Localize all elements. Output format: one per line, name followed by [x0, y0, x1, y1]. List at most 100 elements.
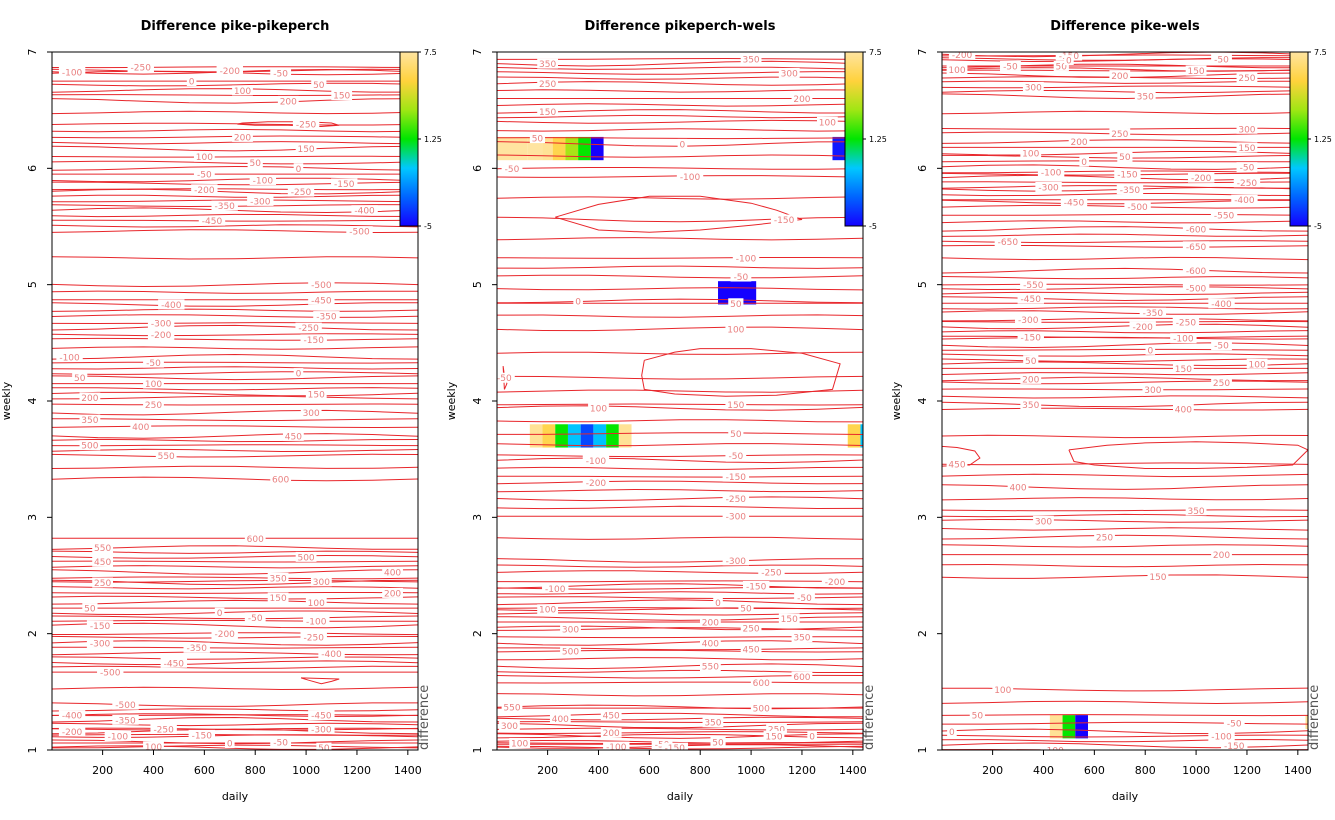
contour-line	[52, 181, 418, 186]
contour-label: -50	[146, 359, 161, 369]
y-tick-label: 5	[916, 281, 929, 288]
contour-label-bg	[300, 407, 322, 418]
contour-line	[52, 686, 418, 691]
x-tick-label: 1000	[1182, 764, 1210, 777]
contour-label: 300	[1035, 517, 1052, 527]
closed-contour	[1068, 441, 1308, 469]
x-tick-label: 400	[1033, 764, 1054, 777]
contour-label-bg	[1236, 72, 1258, 83]
contour-label-bg	[816, 116, 838, 127]
contour-label: 0	[227, 740, 233, 750]
contour-line	[497, 375, 863, 380]
heatmap-cells	[1049, 715, 1308, 739]
contour-line	[497, 119, 863, 124]
contour-line	[942, 283, 1308, 286]
contour-label-bg	[300, 334, 327, 345]
contour-line	[942, 484, 1308, 490]
contour-line	[497, 607, 863, 612]
contour-line	[52, 346, 418, 350]
y-tick-label: 6	[916, 165, 929, 172]
contour-label-bg	[778, 67, 800, 78]
contour-label: -150	[1021, 334, 1042, 344]
contour-label-bg	[573, 295, 583, 306]
contour-label-bg	[247, 195, 274, 206]
contour-line	[497, 649, 863, 653]
contour-line	[52, 128, 418, 133]
contour-label: 550	[702, 663, 719, 673]
contour-label: -450	[311, 296, 332, 306]
contour-label: -600	[1186, 267, 1207, 277]
x-tick-label: 1000	[292, 764, 320, 777]
heatmap-cell	[542, 136, 553, 161]
contour-label-bg	[346, 226, 373, 237]
contour-line	[52, 353, 418, 360]
contour-label: -350	[214, 202, 235, 212]
contour-label: -300	[1038, 183, 1059, 193]
contour-line	[942, 291, 1308, 296]
contour-line	[942, 226, 1308, 232]
contour-label: -350	[115, 716, 136, 726]
contour-label-bg	[308, 294, 335, 305]
contour-line	[942, 574, 1308, 579]
contour-label-bg	[730, 271, 752, 282]
contour-line	[52, 403, 418, 406]
contour-label: 250	[768, 726, 785, 736]
contour-panel-1: Difference pike-pikeperch-100 -250 -200 -50…	[0, 19, 442, 803]
contour-label: 450	[285, 432, 302, 442]
contour-label: -550	[1023, 281, 1044, 291]
contour-label: -100	[306, 617, 327, 627]
contour-line	[942, 85, 1308, 89]
contour-line	[942, 330, 1308, 334]
y-tick-label: 2	[26, 630, 39, 637]
contour-label: -50	[1240, 164, 1255, 174]
contour-line	[497, 71, 863, 75]
contour-line	[497, 580, 863, 583]
contour-label-bg	[1182, 241, 1210, 252]
contour-label: 300	[1144, 386, 1161, 396]
contour-label-bg	[1223, 718, 1245, 729]
x-tick-label: 1200	[1233, 764, 1261, 777]
contour-label: 0	[715, 599, 721, 609]
contour-label-bg	[58, 66, 86, 77]
contour-label: -50	[497, 374, 512, 384]
contour-label: 0	[575, 297, 581, 307]
contour-label-bg	[300, 632, 327, 643]
contour-line	[497, 419, 863, 423]
contour-line	[497, 196, 863, 200]
contour-line	[497, 216, 863, 223]
contour-line	[497, 89, 863, 93]
contour-label-bg	[1187, 172, 1215, 183]
contour-line	[52, 409, 418, 416]
contour-label: 50	[712, 738, 724, 748]
contour-label-bg	[79, 414, 101, 425]
contour-label: -200	[952, 51, 973, 61]
contour-label-bg	[295, 143, 317, 154]
contour-label-bg	[277, 95, 299, 106]
contour-line	[52, 651, 418, 656]
contour-label-bg	[1094, 532, 1115, 543]
contour-label: 50	[318, 744, 330, 754]
contour-label: -200	[214, 630, 235, 640]
contour-label: 150	[727, 401, 744, 411]
contour-label-bg	[588, 402, 609, 413]
contour-labels: 350 350300250200150100500-50-100-150-100-…	[497, 53, 849, 750]
contour-label: 600	[753, 679, 770, 689]
contour-line	[52, 610, 418, 616]
contour-label-bg	[1020, 373, 1042, 384]
contour-label-bg	[1211, 377, 1232, 388]
contour-label: 400	[702, 639, 719, 649]
contour-line	[52, 98, 418, 104]
contour-label: -300	[90, 639, 111, 649]
heatmap-cell	[1075, 715, 1088, 739]
x-tick-label: 800	[1135, 764, 1156, 777]
contour-label-bg	[287, 186, 315, 197]
contour-label: 600	[272, 475, 289, 485]
contour-line	[52, 744, 418, 749]
contour-label: 150	[308, 391, 325, 401]
contour-label: -200	[151, 331, 172, 341]
contour-line	[497, 731, 863, 735]
contour-line	[497, 558, 863, 563]
contour-label-bg	[86, 637, 114, 648]
heatmap-cell	[618, 424, 632, 448]
contour-line	[52, 361, 418, 364]
